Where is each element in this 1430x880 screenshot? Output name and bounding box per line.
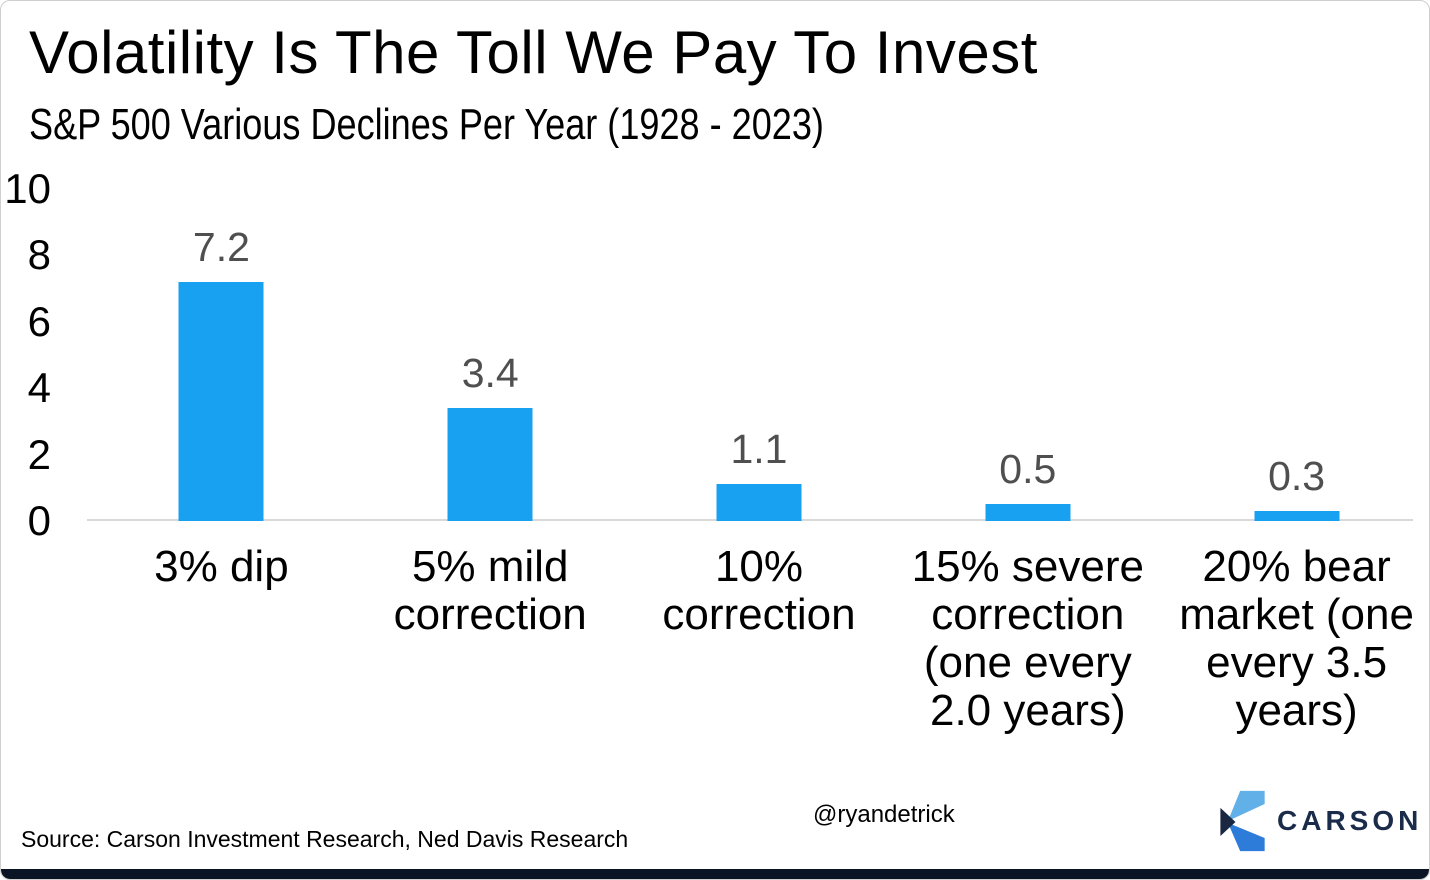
y-axis-tick-label: 8 xyxy=(27,231,51,279)
bar-plot-cell: 1.1 xyxy=(625,189,894,521)
bar xyxy=(716,484,802,521)
bar-column: 0.3 20% bear market (one every 3.5 years… xyxy=(1162,189,1429,735)
bar-value-label: 0.3 xyxy=(1268,453,1326,500)
bar xyxy=(985,504,1071,521)
bar-plot-cell: 0.3 xyxy=(1162,189,1429,521)
bar-chart: 7.2 3% dip 3.4 5% mild correction 1.1 10… xyxy=(87,189,1429,735)
chart-subtitle: S&P 500 Various Declines Per Year (1928 … xyxy=(29,97,824,153)
carson-wordmark: CARSON xyxy=(1277,805,1423,836)
y-axis-tick-label: 2 xyxy=(27,430,51,478)
bar-value-label: 7.2 xyxy=(192,223,250,270)
carson-logo: CARSON xyxy=(1219,789,1422,853)
category-label: 15% severe correction (one every 2.0 yea… xyxy=(911,542,1144,735)
bar-column: 1.1 10% correction xyxy=(625,189,894,735)
category-label: 10% correction xyxy=(662,542,856,639)
y-axis-tick-label: 6 xyxy=(27,297,51,345)
y-axis-tick-label: 0 xyxy=(27,497,51,544)
bar-value-label: 3.4 xyxy=(461,350,519,397)
bar xyxy=(1254,511,1340,521)
bar-column: 3.4 5% mild correction xyxy=(356,189,625,735)
category-label: 20% bear market (one every 3.5 years) xyxy=(1179,542,1414,735)
bar-plot-cell: 7.2 xyxy=(87,189,356,521)
y-axis-tick-label: 10 xyxy=(4,165,51,212)
twitter-handle: @ryandetrick xyxy=(813,801,955,828)
bar xyxy=(178,281,264,521)
bar-value-label: 1.1 xyxy=(730,426,788,473)
category-label: 5% mild correction xyxy=(393,542,587,639)
y-axis-tick-label: 4 xyxy=(27,364,51,412)
bar xyxy=(447,408,533,521)
bar-plot-cell: 3.4 xyxy=(356,189,625,521)
chart-title: Volatility Is The Toll We Pay To Invest xyxy=(29,19,1038,86)
bar-columns: 7.2 3% dip 3.4 5% mild correction 1.1 10… xyxy=(87,189,1429,735)
source-text: Source: Carson Investment Research, Ned … xyxy=(21,826,629,852)
bottom-accent-bar xyxy=(1,869,1429,879)
chart-subtitle-text: S&P 500 Various Declines Per Year (1928 … xyxy=(29,100,824,149)
category-label: 3% dip xyxy=(154,542,289,591)
bar-plot-cell: 0.5 xyxy=(893,189,1162,521)
carson-logo-icon xyxy=(1220,790,1265,852)
bar-value-label: 0.5 xyxy=(999,446,1057,493)
bar-column: 0.5 15% severe correction (one every 2.0… xyxy=(893,189,1162,735)
bar-column: 7.2 3% dip xyxy=(87,189,356,735)
